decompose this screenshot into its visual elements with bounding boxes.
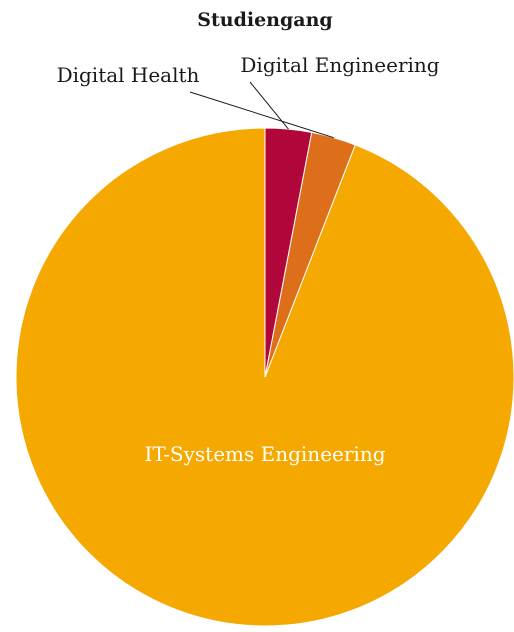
leader-line-digital-engineering: [249, 81, 289, 130]
pie-leader-lines: [189, 81, 334, 139]
chart-title: Studiengang: [197, 9, 332, 31]
pie-slice-it-systems-engineering: [15, 127, 514, 627]
pie-label-it-systems-engineering: IT-Systems Engineering: [144, 442, 385, 466]
pie-labels: IT-Systems Engineering Digital Health Digi…: [57, 53, 440, 466]
pie-slices: [15, 127, 514, 627]
pie-label-digital-engineering: Digital Engineering: [240, 53, 439, 77]
pie-label-digital-health: Digital Health: [57, 63, 200, 87]
leader-line-digital-health: [189, 91, 334, 139]
